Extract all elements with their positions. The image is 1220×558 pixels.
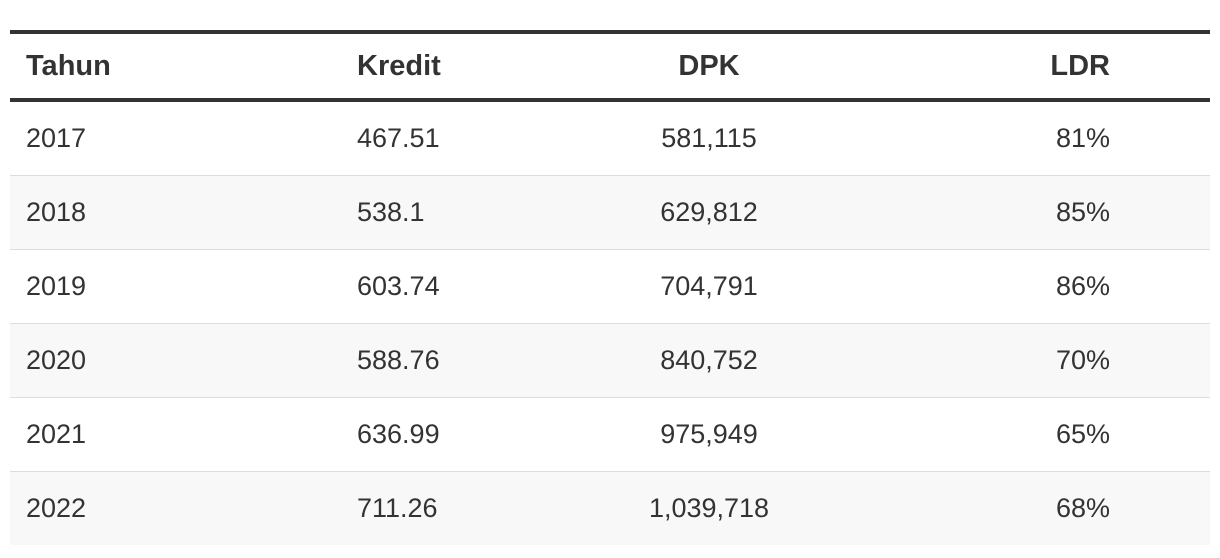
cell-dpk: 840,752 — [660, 345, 758, 375]
cell-ldr: 70% — [1055, 345, 1110, 375]
table-header: Tahun Kredit DPK LDR — [10, 32, 1210, 100]
cell-tahun: 2017 — [26, 123, 87, 153]
cell-ldr: 68% — [1055, 493, 1110, 523]
cell-dpk: 629,812 — [660, 197, 758, 227]
header-tahun: Tahun — [26, 49, 111, 82]
cell-kredit: 588.76 — [357, 345, 440, 375]
header-kredit: Kredit — [357, 49, 441, 82]
table-row: 2020 588.76 840,752 70% — [10, 323, 1210, 398]
header-row: Tahun Kredit DPK LDR — [10, 32, 1210, 100]
header-ldr: LDR — [1050, 49, 1110, 82]
cell-tahun: 2021 — [26, 419, 87, 449]
table-row: 2022 711.26 1,039,718 68% — [10, 471, 1210, 545]
table-body: 2017 467.51 581,115 81% 2018 538.1 629,8… — [10, 100, 1210, 545]
table-row: 2017 467.51 581,115 81% — [10, 100, 1210, 176]
cell-ldr: 85% — [1055, 197, 1110, 227]
table-row: 2021 636.99 975,949 65% — [10, 398, 1210, 472]
cell-dpk: 581,115 — [661, 123, 757, 153]
cell-kredit: 467.51 — [357, 123, 440, 153]
header-dpk: DPK — [678, 49, 740, 82]
cell-tahun: 2019 — [26, 271, 87, 301]
table-row: 2018 538.1 629,812 85% — [10, 175, 1210, 250]
cell-tahun: 2020 — [26, 345, 87, 375]
cell-ldr: 65% — [1055, 419, 1110, 449]
cell-kredit: 603.74 — [357, 271, 440, 301]
cell-dpk: 975,949 — [660, 419, 758, 449]
cell-tahun: 2018 — [26, 197, 87, 227]
cell-kredit: 538.1 — [357, 197, 425, 227]
cell-dpk: 1,039,718 — [648, 493, 770, 523]
data-table-container: Tahun Kredit DPK LDR 2017 467.51 581,115… — [10, 30, 1210, 545]
data-table: Tahun Kredit DPK LDR 2017 467.51 581,115… — [10, 30, 1210, 545]
cell-kredit: 636.99 — [357, 419, 440, 449]
table-row: 2019 603.74 704,791 86% — [10, 250, 1210, 324]
cell-dpk: 704,791 — [660, 271, 758, 301]
cell-ldr: 81% — [1055, 123, 1110, 153]
cell-kredit: 711.26 — [357, 493, 438, 523]
cell-tahun: 2022 — [26, 493, 87, 523]
cell-ldr: 86% — [1055, 271, 1110, 301]
